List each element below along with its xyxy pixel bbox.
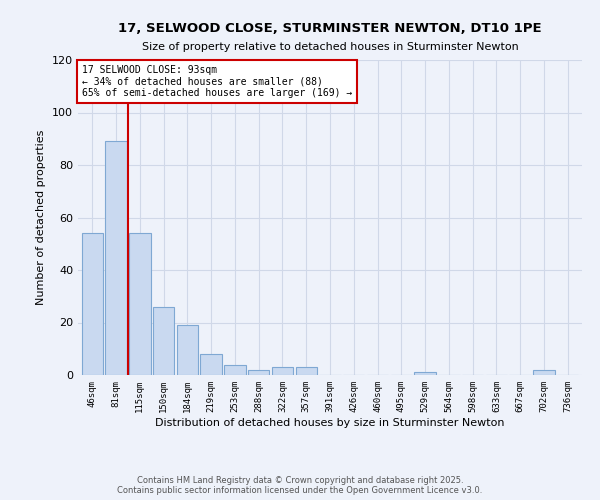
Text: Size of property relative to detached houses in Sturminster Newton: Size of property relative to detached ho…: [142, 42, 518, 52]
Bar: [533, 370, 554, 375]
Bar: [82, 233, 103, 375]
Bar: [224, 364, 245, 375]
X-axis label: Distribution of detached houses by size in Sturminster Newton: Distribution of detached houses by size …: [155, 418, 505, 428]
Bar: [415, 372, 436, 375]
Bar: [106, 142, 127, 375]
Bar: [129, 233, 151, 375]
Y-axis label: Number of detached properties: Number of detached properties: [37, 130, 46, 305]
Bar: [176, 325, 198, 375]
Bar: [248, 370, 269, 375]
Text: 17 SELWOOD CLOSE: 93sqm
← 34% of detached houses are smaller (88)
65% of semi-de: 17 SELWOOD CLOSE: 93sqm ← 34% of detache…: [82, 65, 352, 98]
Bar: [200, 354, 222, 375]
Bar: [296, 367, 317, 375]
Text: Contains HM Land Registry data © Crown copyright and database right 2025.
Contai: Contains HM Land Registry data © Crown c…: [118, 476, 482, 495]
Bar: [272, 367, 293, 375]
Text: 17, SELWOOD CLOSE, STURMINSTER NEWTON, DT10 1PE: 17, SELWOOD CLOSE, STURMINSTER NEWTON, D…: [118, 22, 542, 36]
Bar: [153, 306, 174, 375]
